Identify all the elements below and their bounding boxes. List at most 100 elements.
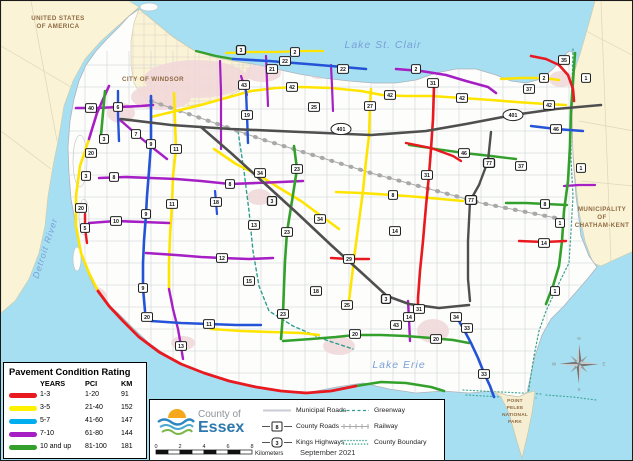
svg-text:20: 20 (88, 151, 94, 157)
svg-text:21: 21 (269, 67, 275, 73)
svg-text:6: 6 (117, 105, 120, 111)
svg-text:1: 1 (585, 76, 588, 82)
railway-swatch-icon (341, 424, 369, 429)
map-label: OF AMERICA (37, 23, 80, 30)
county-road-shield: 14 (538, 238, 550, 248)
highway-401-shield: 401 (502, 108, 524, 122)
map-label: MUNICIPALITY (578, 206, 627, 213)
county-road-shield: 29 (343, 254, 355, 264)
essex-logo-graphic (157, 409, 195, 435)
road-purple (264, 54, 270, 108)
kings-swatch-icon: 3 (262, 437, 292, 448)
county-road-shield: 12 (216, 253, 228, 263)
legend-item-county: 8 County Roads (262, 421, 346, 432)
county-road-shield: 22 (337, 64, 349, 74)
svg-text:3: 3 (85, 174, 88, 180)
svg-text:18: 18 (213, 200, 219, 206)
svg-text:42: 42 (459, 96, 465, 102)
svg-text:13: 13 (251, 223, 257, 229)
map-label: OF (597, 214, 606, 221)
svg-text:14: 14 (406, 315, 412, 321)
svg-text:W: W (552, 362, 557, 367)
pcr-color-swatch-purple (9, 432, 37, 437)
pcr-cell-pci: 61-80 (85, 430, 103, 437)
pcr-header-pci: PCI (85, 379, 98, 388)
svg-text:22: 22 (340, 67, 346, 73)
pcr-cell-km: 91 (121, 391, 129, 398)
road-yellow (74, 137, 100, 293)
pcr-row: 5-7 41-60 147 (4, 417, 146, 429)
county-road-shield: 46 (458, 148, 470, 158)
svg-text:25: 25 (344, 303, 350, 309)
chatham-kent-roads (578, 1, 632, 262)
road-legend-column-1: Municipal Roads 8 County Roads 3 Kings Highw… (262, 405, 346, 448)
logo-text-essex: Essex (198, 418, 245, 436)
legend-item-label: County Roads (296, 423, 340, 430)
county-road-shield: 11 (166, 199, 178, 209)
svg-text:5: 5 (84, 226, 87, 232)
svg-text:10: 10 (113, 219, 119, 225)
county-road-shield: 33 (461, 323, 473, 333)
legend-item-greenway: Greenway (340, 405, 427, 416)
svg-text:29: 29 (346, 257, 352, 263)
county-road-shield: 25 (341, 300, 353, 310)
county-road-shield: 18 (310, 286, 322, 296)
road-green (504, 201, 569, 207)
svg-text:33: 33 (464, 326, 470, 332)
map-footer-panel: County of Essex 0 2 4 6 8 Kilometers Municipa… (149, 399, 445, 460)
road-red (404, 141, 463, 163)
county-road-shield: 8 (109, 172, 119, 182)
county-road-shield: 2 (539, 73, 549, 83)
road-purple (87, 219, 171, 225)
road-blue (231, 57, 368, 71)
svg-text:25: 25 (311, 105, 317, 111)
pcr-cell-years: 5-7 (40, 417, 51, 424)
road-green (354, 380, 446, 393)
county-road-shield: 23 (291, 164, 303, 174)
county-road-shield: 27 (364, 101, 376, 111)
svg-text:34: 34 (257, 171, 263, 177)
pcr-cell-km: 147 (121, 417, 133, 424)
pcr-cell-years: 10 and up (40, 443, 72, 450)
pcr-cell-pci: 41-60 (85, 417, 103, 424)
road-green (99, 89, 107, 137)
svg-text:2: 2 (415, 67, 418, 73)
county-road-shield: 13 (175, 341, 187, 351)
legend-item-railway: Railway (340, 421, 427, 432)
svg-text:3: 3 (271, 199, 274, 205)
svg-text:23: 23 (284, 230, 290, 236)
county-road-shield: 3 (81, 171, 91, 181)
legend-item-label: Greenway (374, 407, 405, 414)
road-purple (329, 63, 335, 113)
road-yellow (499, 76, 561, 82)
road-yellow (347, 87, 373, 303)
svg-text:40: 40 (88, 106, 94, 112)
legend-item-boundary: County Boundary (340, 437, 427, 448)
road-green (544, 51, 577, 306)
map-label: PELEE (507, 405, 524, 411)
county-road-shield: 1 (581, 73, 591, 83)
map-label: NATIONAL (502, 412, 528, 418)
svg-text:20: 20 (433, 337, 439, 343)
county-road-shield: 46 (550, 124, 562, 134)
point-pelee-peninsula (492, 390, 536, 460)
svg-text:3: 3 (275, 441, 278, 447)
county-road-shield: 42 (543, 100, 555, 110)
pcr-color-swatch-yellow (9, 406, 37, 411)
county-of-essex-logo: County of Essex (154, 404, 244, 440)
svg-text:8: 8 (229, 182, 232, 188)
road-purple (218, 59, 223, 151)
county-road-shield: 31 (421, 170, 433, 180)
svg-text:20: 20 (144, 315, 150, 321)
kings-highway-shield: 3 (380, 293, 392, 305)
compass-rose-icon: N E S W (552, 336, 606, 392)
pcr-cell-years: 3-5 (40, 404, 51, 411)
pcr-cell-years: 7-10 (40, 430, 55, 437)
svg-text:43: 43 (393, 323, 399, 329)
svg-text:9: 9 (150, 142, 153, 148)
county-road-shield: 23 (281, 227, 293, 237)
county-road-shield: 21 (266, 64, 278, 74)
svg-text:20: 20 (352, 332, 358, 338)
